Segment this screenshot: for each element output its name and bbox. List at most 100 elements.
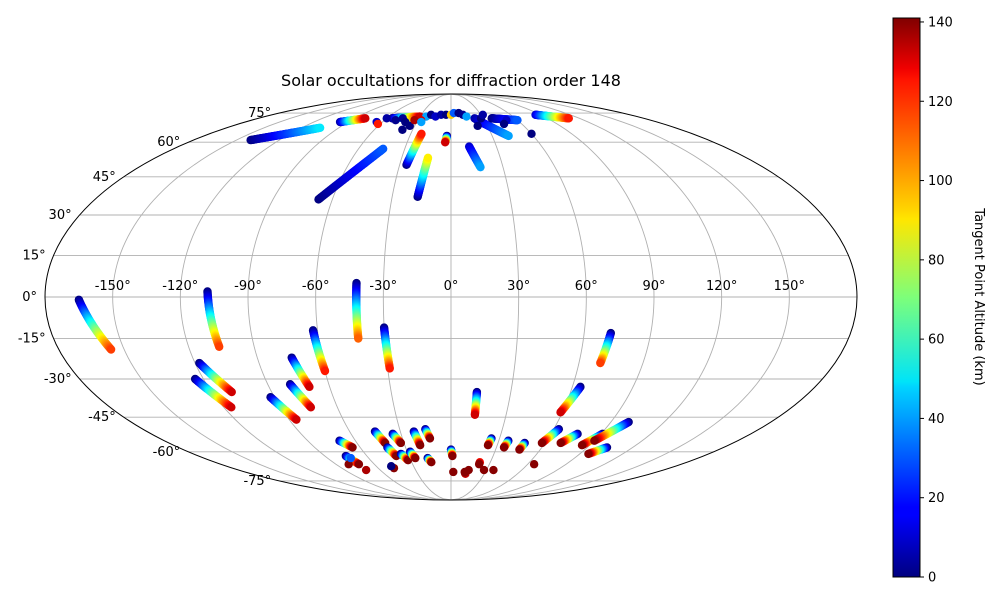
occultation-point (215, 342, 224, 351)
occultation-point (386, 462, 396, 471)
latitude-tick-label: -75° (243, 474, 271, 489)
colorbar-gradient (892, 17, 921, 578)
occultation-point (537, 438, 547, 448)
map-outline (44, 93, 858, 501)
occultation-point (474, 460, 484, 469)
occultation-point (427, 458, 436, 467)
occultation-point (385, 364, 394, 373)
occultation-point (448, 451, 457, 461)
occultation-point (417, 129, 426, 139)
longitude-tick-label: 0° (444, 279, 459, 294)
occultation-point (320, 366, 330, 376)
latitude-tick-label: 15° (23, 248, 46, 263)
occultation-point (489, 465, 498, 475)
occultation-point (106, 345, 116, 354)
longitude-tick-label: 150° (774, 279, 805, 294)
occultation-point (556, 438, 565, 448)
occultation-point (361, 114, 370, 123)
occultation-point (382, 114, 391, 123)
colorbar-tick-label: 40 (928, 412, 945, 427)
latitude-tick-labels: 75° 60° 45° 30° 15° 0° -15° -30° -45° -60° -75° (18, 106, 271, 489)
colorbar-tick-label: 120 (928, 95, 953, 110)
occultation-point (292, 415, 301, 424)
occultation-point (415, 441, 425, 450)
latitude-tick-label: -30° (44, 372, 72, 387)
occultation-point (348, 443, 357, 452)
latitude-tick-label: -60° (153, 445, 181, 460)
occultation-point (464, 465, 473, 475)
occultation-point (596, 358, 605, 368)
longitude-tick-label: -150° (95, 279, 131, 294)
occultation-point (378, 144, 388, 153)
occultation-point (470, 410, 480, 419)
longitude-tick-label: -120° (162, 279, 198, 294)
occultation-point (513, 115, 522, 125)
occultation-point (305, 382, 314, 392)
occultation-point (396, 438, 406, 448)
colorbar-tick-label: 60 (928, 333, 945, 348)
latitude-tick-label: -45° (88, 410, 116, 425)
colorbar-label: Tangent Point Altitude (km) (971, 207, 986, 385)
occultation-point (361, 465, 371, 475)
occultation-point (556, 408, 565, 417)
colorbar-tick-label: 100 (928, 174, 953, 189)
occultation-point (411, 453, 420, 463)
occultation-point (476, 162, 485, 172)
colorbar: 0 20 40 60 80 100 120 140 Tangent Point Altitud… (892, 15, 986, 586)
occultation-point (227, 387, 236, 397)
occultation-point (373, 119, 383, 129)
occultation-point (306, 403, 316, 412)
occultation-point (527, 129, 536, 139)
occultation-point (473, 121, 482, 131)
occultation-point (584, 449, 593, 459)
colorbar-tick-label: 0 (928, 571, 936, 586)
occultation-point (449, 467, 458, 477)
occultation-point (405, 121, 414, 131)
occultation-point (515, 445, 524, 454)
latitude-tick-label: 0° (22, 290, 37, 305)
latitude-tick-label: -15° (18, 332, 46, 347)
occultation-point (354, 460, 364, 469)
occultation-point (462, 112, 471, 121)
occultation-point (479, 465, 489, 475)
occultation-point (346, 453, 356, 463)
occultation-point (577, 441, 587, 450)
colorbar-tick-label: 20 (928, 491, 945, 506)
colorbar-tick-label: 80 (928, 253, 945, 268)
longitude-tick-label: 120° (706, 279, 737, 294)
occultation-points (74, 108, 633, 479)
occultation-point (504, 131, 513, 141)
occultation-point (564, 114, 574, 123)
occultation-point (478, 110, 488, 119)
occultation-point (590, 436, 599, 445)
occultation-point (398, 125, 407, 134)
colorbar-tick-label: 140 (928, 15, 953, 30)
latitude-tick-label: 30° (49, 208, 72, 223)
occultation-point (354, 334, 363, 343)
occultation-point (423, 153, 433, 163)
occultation-point (499, 119, 509, 129)
occultation-point (499, 443, 509, 452)
graticule-grid (45, 94, 857, 500)
longitude-tick-label: -90° (234, 279, 262, 294)
latitude-tick-label: 45° (93, 170, 116, 185)
longitude-tick-label: -30° (369, 279, 397, 294)
chart-title: Solar occultations for diffraction order… (281, 71, 621, 90)
longitude-tick-label: 60° (575, 279, 598, 294)
latitude-tick-label: 75° (248, 106, 271, 121)
colorbar-ticks: 0 20 40 60 80 100 120 140 (920, 15, 953, 586)
occultation-point (483, 441, 493, 450)
occultation-point (391, 115, 400, 125)
longitude-tick-label: -60° (302, 279, 330, 294)
longitude-tick-label: 90° (642, 279, 665, 294)
occultation-point (440, 138, 450, 147)
occultation-point (529, 460, 539, 469)
occultation-point (315, 123, 325, 132)
longitude-tick-label: 30° (507, 279, 530, 294)
occultation-point (425, 434, 435, 443)
occultation-point (410, 115, 419, 125)
occultation-point (227, 403, 236, 412)
latitude-tick-label: 60° (157, 135, 180, 150)
occultation-point (417, 117, 426, 127)
